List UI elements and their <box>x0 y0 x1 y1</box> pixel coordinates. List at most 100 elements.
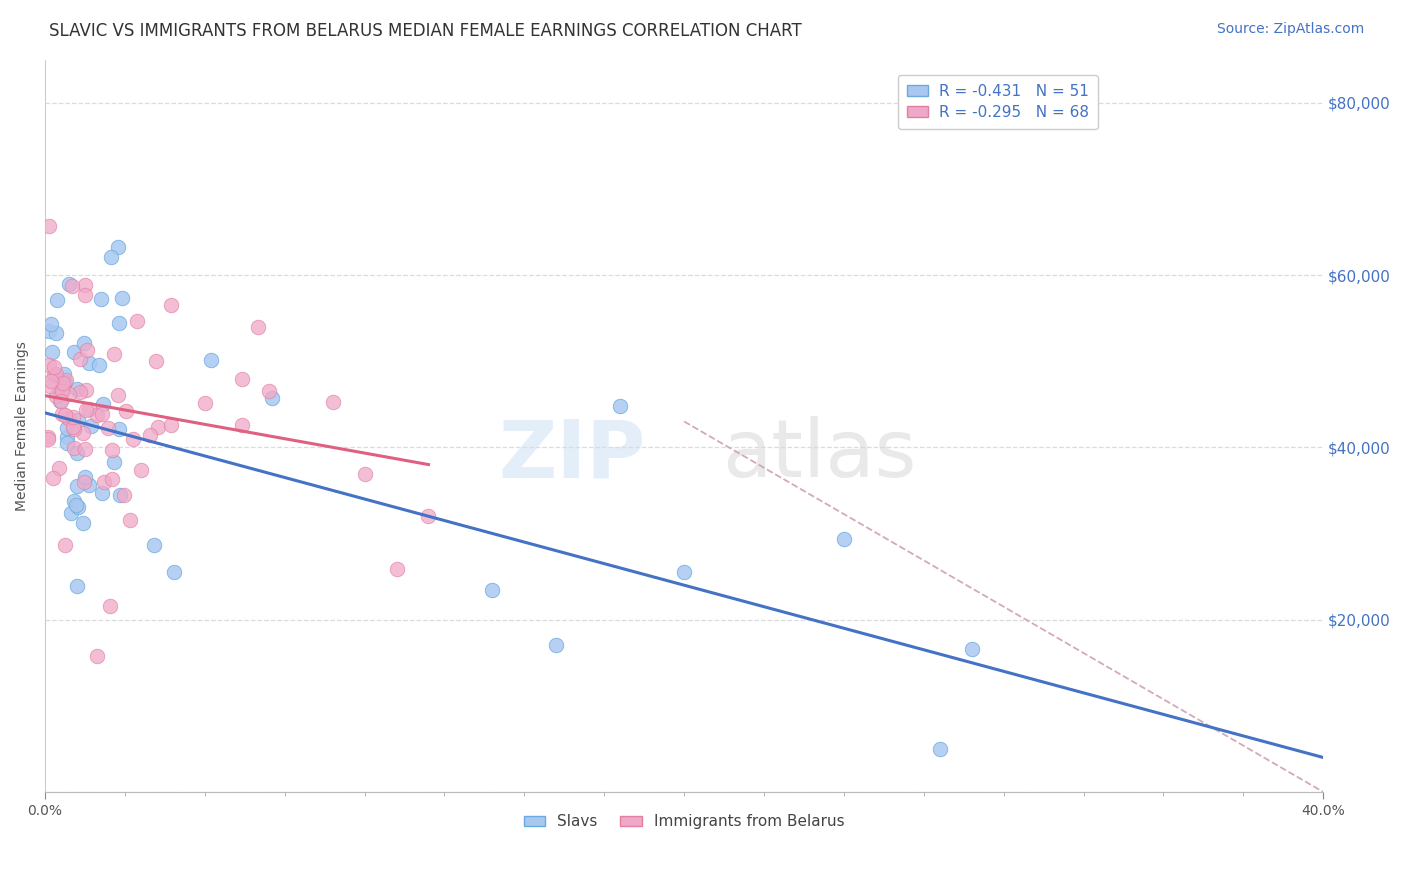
Point <box>139 428 162 442</box>
Point <box>65 499 87 513</box>
Point <box>90 292 112 306</box>
Point <box>101 443 124 458</box>
Point <box>928 742 950 756</box>
Point <box>65 383 87 397</box>
Point <box>48 461 70 475</box>
Point <box>100 472 122 486</box>
Point <box>257 384 280 398</box>
Point <box>86 408 108 422</box>
Point <box>76 343 98 357</box>
Point <box>45 389 67 403</box>
Point <box>142 538 165 552</box>
Point <box>75 383 97 397</box>
Point <box>960 641 983 656</box>
Point <box>91 485 114 500</box>
Text: ZIP: ZIP <box>499 416 645 494</box>
Point <box>45 326 67 340</box>
Point <box>49 393 72 408</box>
Point <box>49 384 72 398</box>
Point <box>38 219 60 233</box>
Point <box>42 368 65 383</box>
Point <box>53 367 76 381</box>
Point <box>127 314 149 328</box>
Point <box>56 436 79 450</box>
Point <box>66 479 89 493</box>
Point <box>832 532 855 546</box>
Y-axis label: Median Female Earnings: Median Female Earnings <box>15 341 30 511</box>
Point <box>194 395 217 409</box>
Point <box>80 419 103 434</box>
Point <box>107 388 129 402</box>
Point <box>56 430 79 444</box>
Point <box>100 250 122 264</box>
Point <box>118 513 141 527</box>
Point <box>247 320 270 334</box>
Point <box>129 463 152 477</box>
Point <box>146 420 169 434</box>
Point <box>72 516 94 531</box>
Text: Source: ZipAtlas.com: Source: ZipAtlas.com <box>1216 22 1364 37</box>
Point <box>111 291 134 305</box>
Point <box>51 407 73 421</box>
Point <box>55 421 77 435</box>
Point <box>546 638 568 652</box>
Point <box>62 420 84 434</box>
Point <box>62 441 84 455</box>
Text: atlas: atlas <box>723 416 917 494</box>
Point <box>231 372 253 386</box>
Point <box>53 408 76 422</box>
Point <box>262 391 284 405</box>
Point <box>73 470 96 484</box>
Point <box>51 376 73 391</box>
Point <box>63 344 86 359</box>
Point <box>66 579 89 593</box>
Point <box>353 467 375 482</box>
Point <box>77 356 100 370</box>
Point <box>93 475 115 489</box>
Point <box>58 277 80 292</box>
Point <box>69 384 91 399</box>
Point <box>108 488 131 502</box>
Point <box>112 488 135 502</box>
Point <box>91 408 114 422</box>
Point <box>63 422 86 436</box>
Point <box>42 471 65 485</box>
Point <box>37 430 59 444</box>
Point <box>58 386 80 401</box>
Point <box>86 648 108 663</box>
Point <box>73 277 96 292</box>
Point <box>66 446 89 460</box>
Point <box>38 324 60 338</box>
Point <box>114 403 136 417</box>
Point <box>41 345 63 359</box>
Point <box>322 395 344 409</box>
Point <box>69 351 91 366</box>
Point <box>66 500 89 514</box>
Point <box>62 410 84 425</box>
Point <box>163 565 186 579</box>
Point <box>609 399 631 413</box>
Point <box>49 394 72 409</box>
Point <box>103 346 125 360</box>
Text: SLAVIC VS IMMIGRANTS FROM BELARUS MEDIAN FEMALE EARNINGS CORRELATION CHART: SLAVIC VS IMMIGRANTS FROM BELARUS MEDIAN… <box>49 22 801 40</box>
Point <box>39 375 62 389</box>
Point <box>45 293 67 307</box>
Point <box>385 561 408 575</box>
Point <box>673 566 696 580</box>
Point <box>77 477 100 491</box>
Point <box>159 298 181 312</box>
Point <box>51 384 73 399</box>
Point <box>55 373 77 387</box>
Point <box>231 418 253 433</box>
Point <box>75 287 97 301</box>
Point <box>42 359 65 374</box>
Point <box>97 421 120 435</box>
Point <box>38 378 60 392</box>
Point <box>39 317 62 331</box>
Point <box>159 417 181 432</box>
Point <box>62 494 84 508</box>
Point <box>58 411 80 425</box>
Point <box>67 412 90 426</box>
Point <box>200 353 222 368</box>
Point <box>98 599 121 613</box>
